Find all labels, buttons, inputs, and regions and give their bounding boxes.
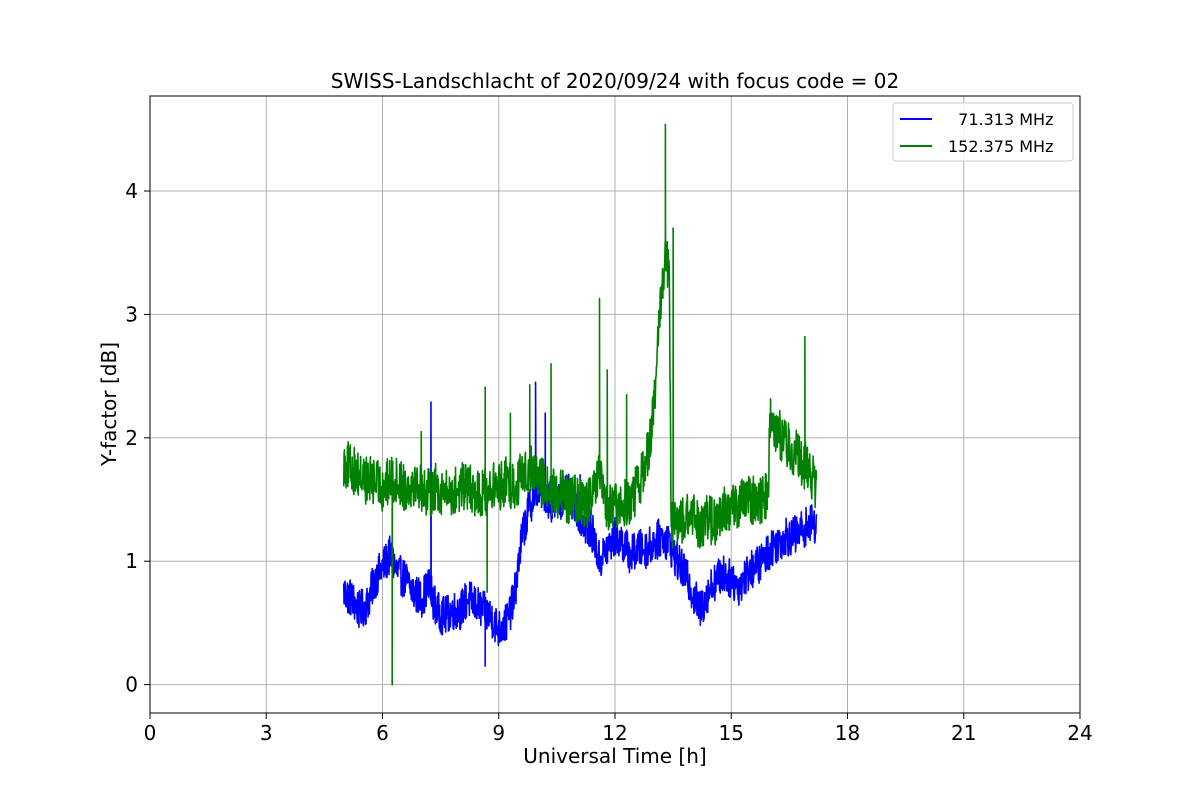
legend: 71.313 MHz 152.375 MHz: [892, 102, 1074, 162]
x-tick-label: 12: [602, 721, 627, 745]
x-tick-label: 24: [1067, 721, 1092, 745]
y-axis-label: Y-factor [dB]: [97, 342, 121, 467]
x-tick-label: 9: [492, 721, 505, 745]
x-tick-label: 6: [376, 721, 389, 745]
y-tick-label: 3: [125, 302, 138, 326]
legend-box: [892, 102, 1074, 162]
series-line-152-375-mhz: [342, 123, 818, 686]
x-axis-label: Universal Time [h]: [523, 744, 706, 768]
x-tick-label: 15: [719, 721, 744, 745]
x-tick-label: 18: [835, 721, 860, 745]
series-line-71-313-mhz: [342, 381, 818, 667]
y-tick-label: 2: [125, 426, 138, 450]
y-tick-label: 0: [125, 673, 138, 697]
x-tick-label: 21: [951, 721, 976, 745]
legend-label-71-313-mhz: 71.313 MHz: [948, 110, 1053, 129]
y-tick-label: 4: [125, 179, 138, 203]
y-tick-label: 1: [125, 549, 138, 573]
legend-label-152-375-mhz: 152.375 MHz: [948, 137, 1053, 156]
x-tick-label: 0: [144, 721, 157, 745]
chart-title: SWISS-Landschlacht of 2020/09/24 with fo…: [331, 69, 899, 93]
x-tick-label: 3: [260, 721, 273, 745]
plot-area: [342, 123, 818, 686]
